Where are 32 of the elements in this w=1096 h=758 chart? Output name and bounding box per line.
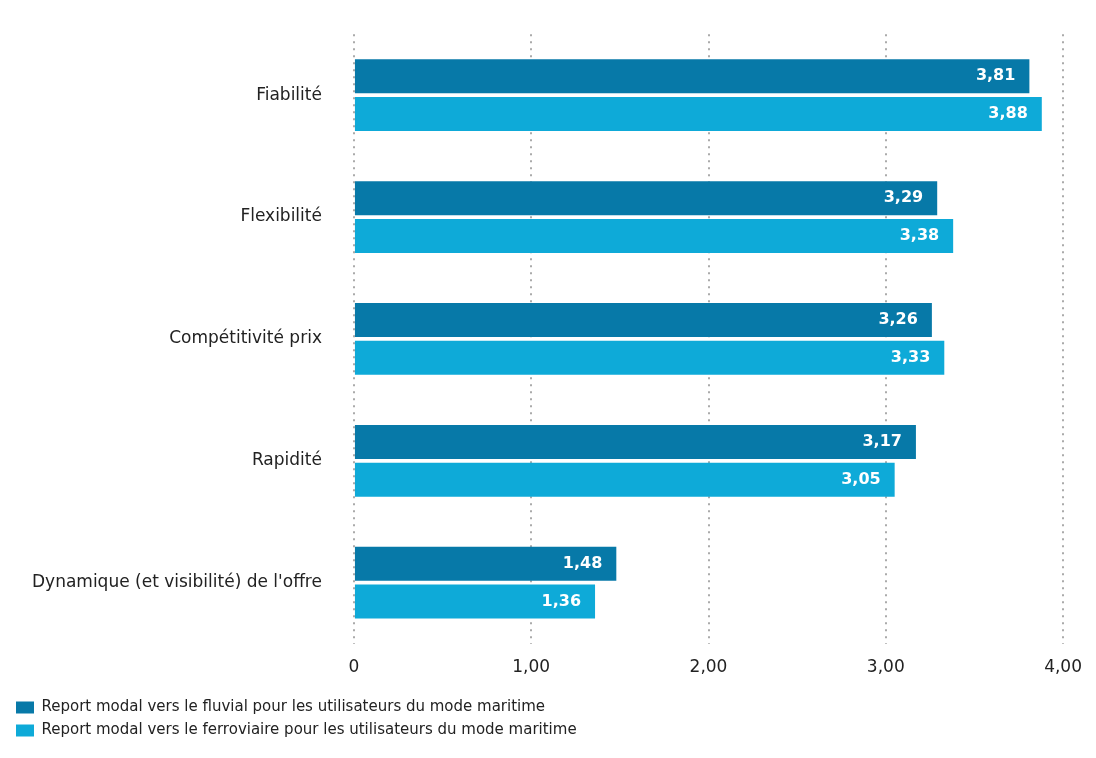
- data-label: 3,26: [878, 309, 918, 329]
- bar: [354, 424, 916, 459]
- data-label: 3,81: [975, 65, 1016, 85]
- bar: [354, 97, 1042, 132]
- bar: [354, 340, 945, 375]
- bar: [354, 546, 617, 581]
- data-label: 1,36: [541, 590, 582, 610]
- legend-label: Report modal vers le ferroviaire pour les utilisateurs du mode maritime: [41, 720, 577, 739]
- x-tick-label: 0: [348, 656, 360, 677]
- x-tick-label: 3,00: [866, 656, 905, 677]
- data-label: 3,29: [883, 187, 924, 207]
- data-label: 3,05: [841, 468, 881, 488]
- y-tick-label: Dynamique (et visibilité) de l'offre: [31, 571, 322, 592]
- bar: [354, 462, 895, 497]
- y-tick-label: Rapidité: [251, 449, 322, 470]
- data-label: 3,38: [899, 225, 940, 245]
- legend-label: Report modal vers le fluvial pour les utilisateurs du mode maritime: [41, 697, 546, 716]
- data-label: 3,88: [988, 103, 1028, 123]
- x-tick-label: 4,00: [1044, 656, 1082, 677]
- x-tick-label: 1,00: [512, 656, 551, 677]
- bar: [354, 181, 938, 216]
- y-tick-label: Compétitivité prix: [169, 327, 322, 348]
- data-label: 3,17: [862, 431, 902, 451]
- data-label: 3,33: [890, 346, 931, 366]
- y-tick-label: Flexibilité: [240, 205, 322, 226]
- bar: [354, 303, 932, 338]
- data-label: 1,48: [562, 552, 603, 572]
- bar: [354, 218, 954, 253]
- y-tick-label: Fiabilité: [256, 83, 322, 104]
- bar: [354, 59, 1030, 94]
- x-tick-label: 2,00: [689, 656, 728, 677]
- bar: [354, 584, 596, 619]
